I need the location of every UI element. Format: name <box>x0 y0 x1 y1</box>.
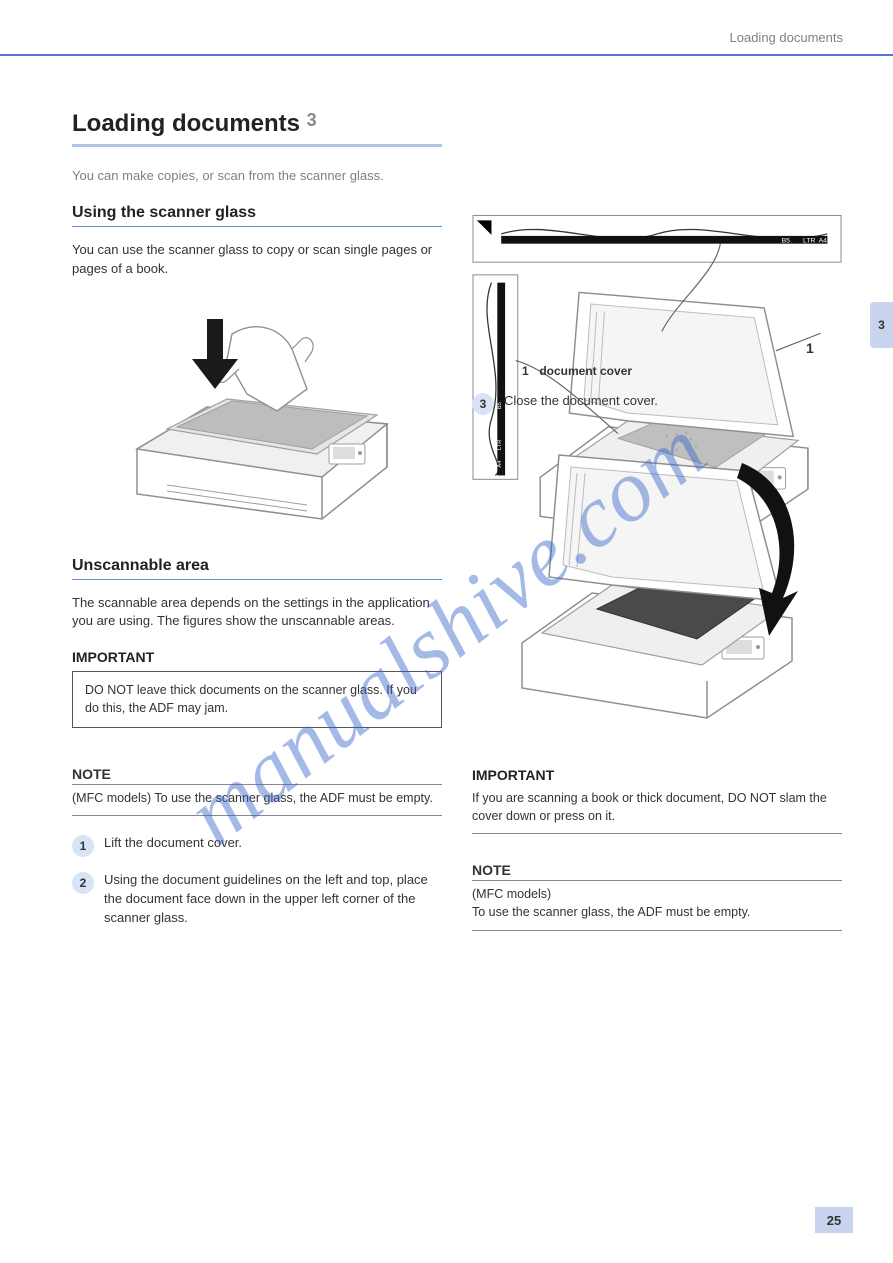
svg-text:A4: A4 <box>819 238 828 245</box>
section-tab: 3 <box>870 302 893 348</box>
callout-legend: 1 document cover <box>522 364 892 378</box>
important-box: DO NOT leave thick documents on the scan… <box>72 671 442 728</box>
unscannable-para: The scannable area depends on the settin… <box>72 594 442 632</box>
step-2-text: Using the document guidelines on the lef… <box>104 871 442 928</box>
right-column: B5 LTR A4 A4 LTR B5 <box>472 110 842 943</box>
callout-1: 1 <box>806 340 846 358</box>
intro-para: You can make copies, or scan from the sc… <box>72 167 442 186</box>
step-1-badge: 1 <box>72 835 94 857</box>
svg-text:B5: B5 <box>782 238 791 245</box>
left-column: Loading documents 3 You can make copies,… <box>72 110 442 943</box>
step-1-text: Lift the document cover. <box>104 834 442 857</box>
important-label-2: IMPORTANT <box>472 767 842 783</box>
step-3-text: Close the document cover. <box>504 392 842 415</box>
sub-heading-unscannable: Unscannable area <box>72 557 442 580</box>
note-text-2b: To use the scanner glass, the ADF must b… <box>472 905 750 919</box>
svg-text:LTR: LTR <box>803 238 815 245</box>
note-label-2: NOTE <box>472 862 842 881</box>
step-3: 3 Close the document cover. <box>472 392 842 415</box>
step-2-badge: 2 <box>72 872 94 894</box>
note-text: (MFC models) To use the scanner glass, t… <box>72 789 442 816</box>
figure-close-cover <box>472 433 842 733</box>
page-number: 25 <box>815 1207 853 1233</box>
important-text-2: If you are scanning a book or thick docu… <box>472 789 842 834</box>
figure-hand-press <box>72 299 442 523</box>
h1-text: Loading documents <box>72 110 300 137</box>
page-content: Loading documents 3 You can make copies,… <box>72 110 842 943</box>
header-rule <box>0 54 893 56</box>
step-3-badge: 3 <box>472 393 494 415</box>
important-label: IMPORTANT <box>72 649 442 665</box>
callout-1-number: 1 <box>806 340 814 356</box>
step-2: 2 Using the document guidelines on the l… <box>72 871 442 928</box>
note-text-2a: (MFC models) <box>472 887 551 901</box>
running-header: Loading documents <box>730 30 843 45</box>
sub-heading-scanner-glass: Using the scanner glass <box>72 204 442 227</box>
note-text-2: (MFC models) To use the scanner glass, t… <box>472 885 842 930</box>
main-heading: Loading documents 3 <box>72 110 442 147</box>
step-1: 1 Lift the document cover. <box>72 834 442 857</box>
note-label: NOTE <box>72 766 442 785</box>
callout-1-text: document cover <box>539 364 632 378</box>
scanner-glass-para: You can use the scanner glass to copy or… <box>72 241 442 279</box>
